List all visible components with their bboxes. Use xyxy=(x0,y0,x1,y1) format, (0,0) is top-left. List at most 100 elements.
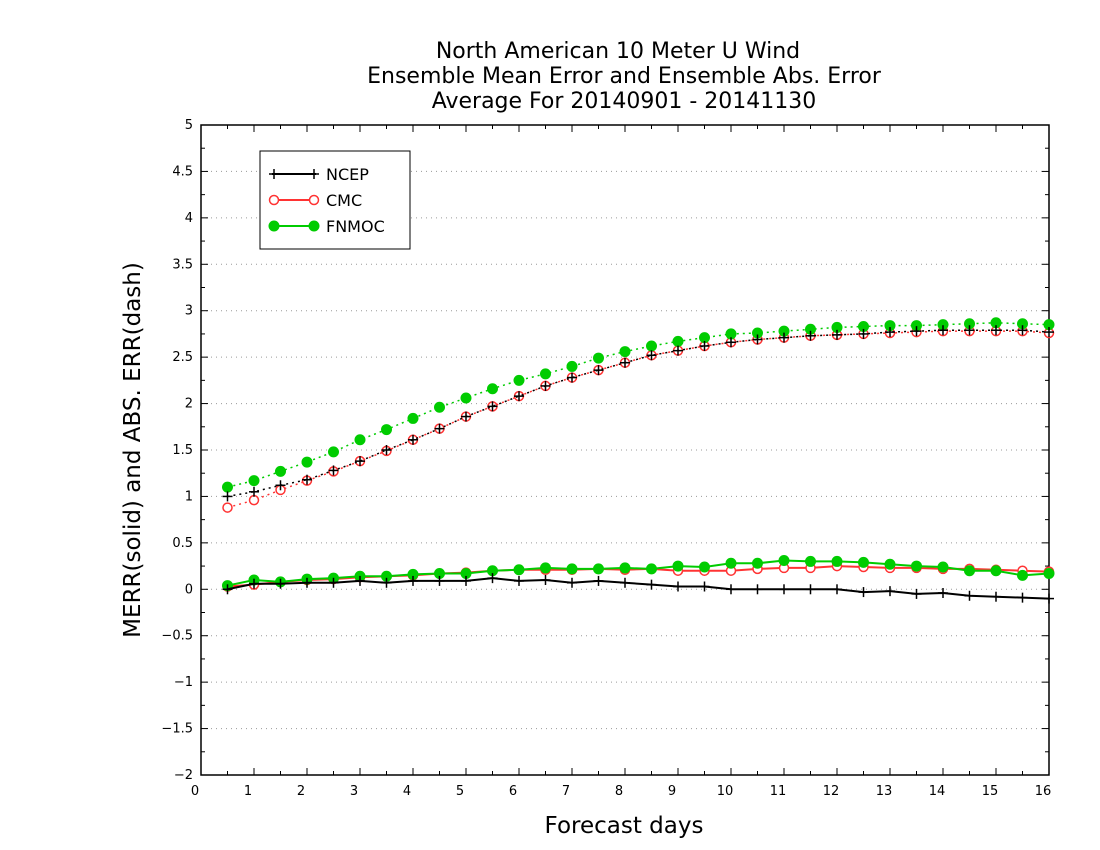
point-ncep-abs-err-6 xyxy=(381,445,392,455)
x-tick-label-15: 15 xyxy=(982,784,999,799)
point-ncep-abs-err-31 xyxy=(1044,327,1054,338)
point-ncep-merr-8 xyxy=(434,575,445,586)
point-fnmoc-merr-30 xyxy=(1017,569,1028,581)
y-tick-label-13: 4.5 xyxy=(172,164,193,179)
y-tick-label-9: 2.5 xyxy=(172,350,193,365)
point-fnmoc-abs-err-16 xyxy=(646,340,657,352)
point-fnmoc-abs-err-7 xyxy=(407,412,419,424)
x-tick-label-12: 12 xyxy=(823,784,840,799)
x-tick-label-0: 0 xyxy=(191,784,199,799)
y-tick-label-11: 3.5 xyxy=(172,257,193,272)
point-ncep-abs-err-11 xyxy=(514,391,524,402)
point-fnmoc-abs-err-1 xyxy=(248,475,260,487)
point-fnmoc-merr-12 xyxy=(540,562,551,574)
point-ncep-merr-23 xyxy=(832,584,842,595)
point-fnmoc-merr-19 xyxy=(725,557,737,569)
point-fnmoc-abs-err-6 xyxy=(381,424,392,436)
point-ncep-merr-29 xyxy=(991,591,1001,602)
point-fnmoc-merr-13 xyxy=(566,563,578,575)
point-fnmoc-abs-err-13 xyxy=(566,360,578,372)
legend-marker-start-fnmoc xyxy=(268,220,280,232)
x-tick-label-11: 11 xyxy=(770,784,787,799)
legend-marker-end-cmc xyxy=(308,194,320,206)
point-ncep-merr-27 xyxy=(938,588,948,598)
point-ncep-merr-0 xyxy=(222,584,233,595)
point-ncep-merr-13 xyxy=(567,577,577,588)
point-ncep-merr-4 xyxy=(328,577,339,588)
legend-marker-start-ncep xyxy=(269,169,279,179)
y-tick-label-12: 4 xyxy=(185,211,193,226)
point-fnmoc-merr-20 xyxy=(752,557,763,569)
point-fnmoc-abs-err-3 xyxy=(301,456,313,468)
legend-entry-ncep: NCEP xyxy=(269,165,369,184)
point-fnmoc-abs-err-0 xyxy=(222,481,233,493)
y-tick-label-10: 3 xyxy=(185,304,193,319)
y-tick-label-14: 5 xyxy=(185,118,193,133)
point-ncep-abs-err-16 xyxy=(646,350,657,361)
point-fnmoc-merr-18 xyxy=(699,561,710,573)
y-tick-label-8: 2 xyxy=(185,397,193,412)
point-fnmoc-merr-23 xyxy=(831,555,843,567)
point-fnmoc-abs-err-4 xyxy=(328,446,339,458)
x-tick-label-7: 7 xyxy=(562,784,570,799)
series-line-cmc-abs-err xyxy=(227,330,1050,509)
series-line-fnmoc-abs-err xyxy=(227,322,1050,488)
legend-label-ncep: NCEP xyxy=(326,165,369,184)
point-fnmoc-merr-21 xyxy=(778,555,790,566)
point-ncep-abs-err-4 xyxy=(328,465,339,476)
point-fnmoc-merr-11 xyxy=(513,564,525,576)
point-ncep-merr-17 xyxy=(673,581,683,592)
point-ncep-merr-6 xyxy=(381,577,392,588)
y-tick-label-6: 1 xyxy=(185,489,193,504)
point-ncep-merr-19 xyxy=(726,584,736,595)
point-ncep-abs-err-12 xyxy=(540,380,551,391)
point-ncep-merr-1 xyxy=(249,578,259,589)
point-ncep-abs-err-19 xyxy=(726,337,736,348)
point-ncep-abs-err-2 xyxy=(275,480,286,491)
y-tick-label-3: −0.5 xyxy=(161,629,193,644)
series-ncep-abs-err xyxy=(222,325,1054,502)
y-tick-label-5: 0.5 xyxy=(172,536,193,551)
y-tick-label-2: −1 xyxy=(174,675,193,690)
x-axis-label: Forecast days xyxy=(545,813,704,839)
legend-label-cmc: CMC xyxy=(326,191,362,210)
point-ncep-merr-11 xyxy=(514,575,524,586)
point-fnmoc-merr-26 xyxy=(911,560,922,572)
point-fnmoc-merr-14 xyxy=(593,563,604,575)
chart-title-line-2: Ensemble Mean Error and Ensemble Abs. Er… xyxy=(367,64,882,89)
point-fnmoc-abs-err-8 xyxy=(434,401,445,413)
point-ncep-abs-err-8 xyxy=(434,423,445,434)
y-axis-label: MERR(solid) and ABS. ERR(dash) xyxy=(120,262,146,638)
point-fnmoc-merr-15 xyxy=(619,562,631,574)
y-tick-label-7: 1.5 xyxy=(172,443,193,458)
point-ncep-merr-22 xyxy=(805,584,816,595)
point-ncep-merr-20 xyxy=(752,584,763,595)
point-ncep-abs-err-23 xyxy=(832,329,842,340)
point-fnmoc-abs-err-2 xyxy=(275,465,286,477)
point-ncep-merr-5 xyxy=(355,575,365,586)
point-ncep-merr-9 xyxy=(461,575,471,586)
point-ncep-merr-28 xyxy=(964,590,975,601)
x-tick-label-16: 16 xyxy=(1035,784,1052,799)
point-fnmoc-merr-28 xyxy=(964,565,975,577)
x-tick-label-1: 1 xyxy=(244,784,252,799)
point-ncep-abs-err-9 xyxy=(461,411,471,422)
legend: NCEP CMC FNMOC xyxy=(259,150,411,250)
point-fnmoc-abs-err-9 xyxy=(460,392,472,404)
point-ncep-abs-err-25 xyxy=(885,327,895,338)
point-ncep-abs-err-1 xyxy=(249,486,259,497)
point-ncep-merr-16 xyxy=(646,579,657,590)
point-ncep-abs-err-5 xyxy=(355,456,365,467)
point-ncep-merr-18 xyxy=(699,581,710,592)
y-tick-label-4: 0 xyxy=(185,582,193,597)
point-fnmoc-merr-22 xyxy=(805,555,816,567)
point-ncep-merr-15 xyxy=(620,577,630,588)
point-fnmoc-abs-err-10 xyxy=(487,383,498,395)
y-tick-label-0: −2 xyxy=(174,768,193,783)
point-fnmoc-abs-err-12 xyxy=(540,368,551,380)
x-tick-label-2: 2 xyxy=(297,784,305,799)
point-fnmoc-abs-err-11 xyxy=(513,374,525,386)
x-tick-label-4: 4 xyxy=(403,784,411,799)
legend-label-fnmoc: FNMOC xyxy=(326,217,385,236)
